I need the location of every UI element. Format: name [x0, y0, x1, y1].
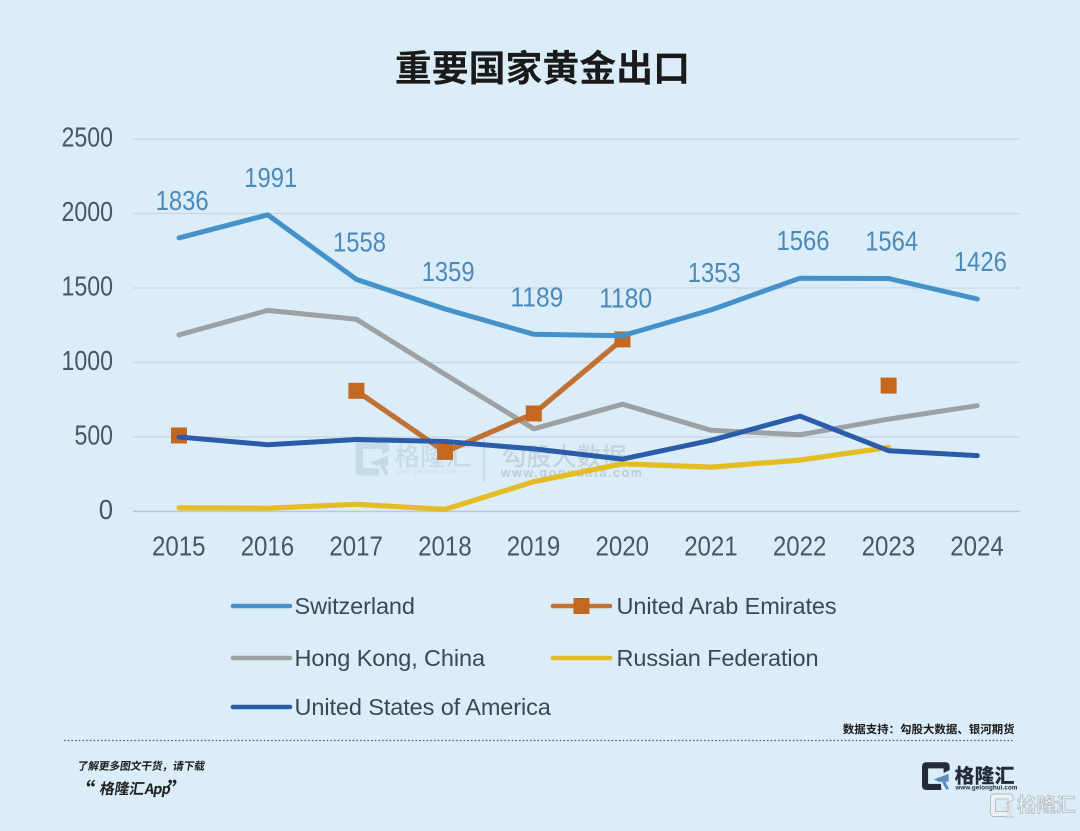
svg-text:2022: 2022 — [773, 531, 827, 562]
svg-text:2015: 2015 — [152, 531, 206, 562]
svg-text:2500: 2500 — [62, 122, 114, 153]
svg-text:2000: 2000 — [62, 196, 114, 227]
svg-text:1426: 1426 — [954, 246, 1007, 277]
svg-text:2024: 2024 — [950, 531, 1004, 562]
svg-text:2017: 2017 — [329, 531, 383, 562]
svg-text:1000: 1000 — [62, 345, 114, 376]
svg-text:Hong Kong, China: Hong Kong, China — [295, 645, 486, 671]
svg-text:Russian Federation: Russian Federation — [617, 645, 819, 671]
svg-text:1359: 1359 — [422, 256, 475, 287]
svg-text:Switzerland: Switzerland — [295, 593, 415, 619]
svg-text:2016: 2016 — [241, 531, 295, 562]
svg-text:500: 500 — [75, 420, 114, 451]
svg-text:1991: 1991 — [244, 162, 297, 193]
svg-text:1189: 1189 — [510, 281, 563, 312]
svg-text:1500: 1500 — [62, 271, 114, 302]
svg-text:0: 0 — [99, 494, 113, 525]
svg-text:1558: 1558 — [333, 226, 386, 257]
svg-text:United Arab Emirates: United Arab Emirates — [617, 593, 837, 619]
svg-text:1180: 1180 — [599, 283, 652, 314]
svg-text:www.gelonghui.com: www.gelonghui.com — [955, 785, 1018, 792]
svg-text:United States of America: United States of America — [295, 694, 552, 720]
svg-text:www.gelonghui.com: www.gelonghui.com — [395, 469, 459, 476]
svg-text:2023: 2023 — [862, 531, 916, 562]
svg-text:1353: 1353 — [688, 257, 741, 288]
svg-text:1836: 1836 — [156, 185, 209, 216]
svg-text:1566: 1566 — [777, 225, 830, 256]
svg-text:1564: 1564 — [865, 226, 918, 257]
svg-text:2021: 2021 — [684, 531, 738, 562]
svg-text:2019: 2019 — [507, 531, 561, 562]
svg-text:2020: 2020 — [596, 531, 650, 562]
svg-text:2018: 2018 — [418, 531, 472, 562]
